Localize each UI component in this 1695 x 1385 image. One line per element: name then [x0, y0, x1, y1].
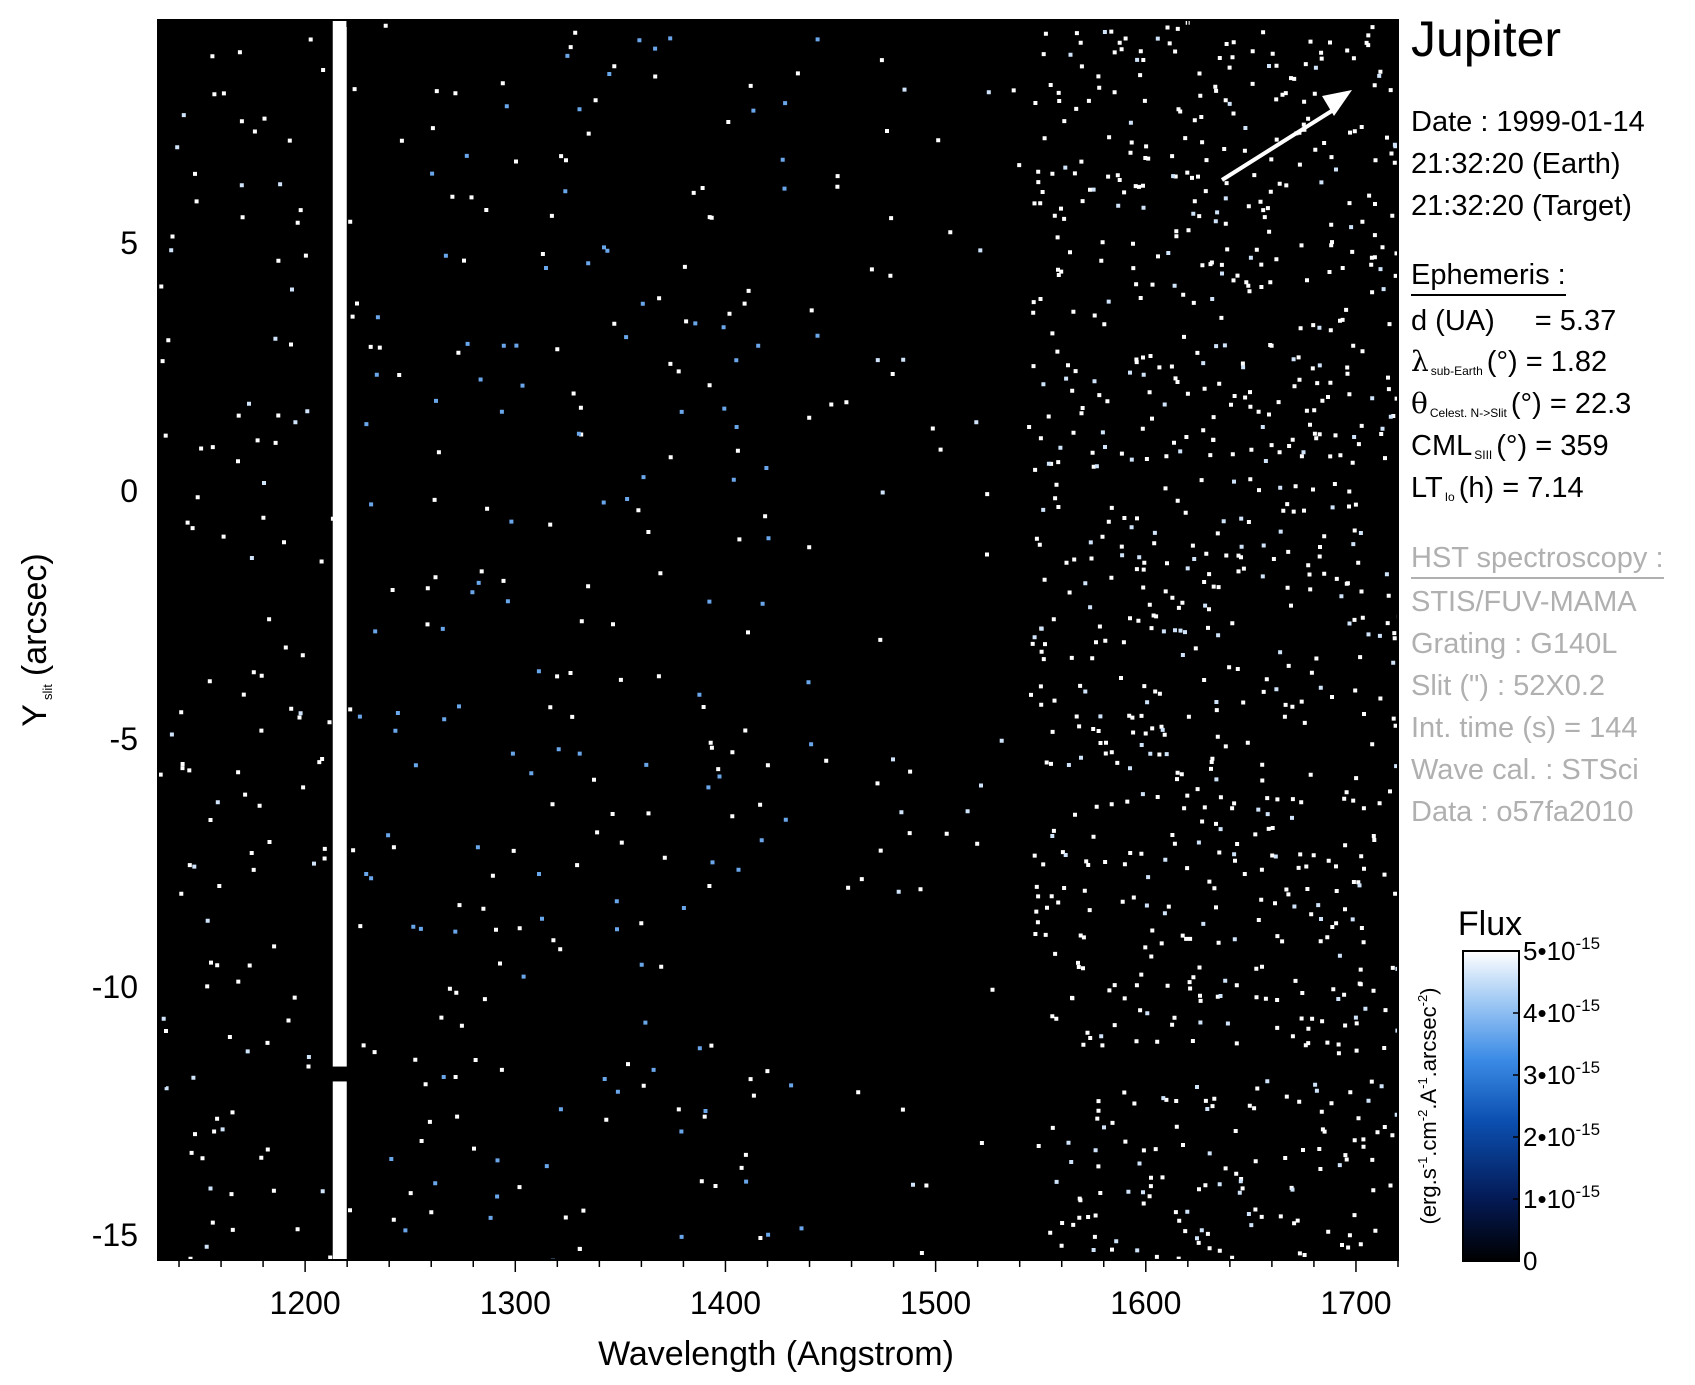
y-tick-label: 0 [120, 473, 138, 509]
time-target: 21:32:20 (Target) [1411, 190, 1632, 222]
cml-sub: SIII [1474, 448, 1493, 462]
lambda-sub: sub-Earth [1430, 364, 1483, 378]
lt-sub: Io [1444, 490, 1455, 504]
y-axis-label-unit: (arcsec) [16, 553, 54, 676]
colorbar-label: (erg.s-1.cm-2.A-1.arcsec-2) [1415, 988, 1441, 1225]
lyman-alpha-line-upper [332, 20, 347, 1067]
cml-main: CML [1411, 430, 1473, 462]
y-axis: 5 0 -5 -10 -15 [92, 44, 172, 1253]
theta-symbol: θ [1411, 387, 1428, 420]
ephem-lambda: λ sub-Earth (°) = 1.82 [1411, 345, 1608, 378]
data-id: Data : o57fa2010 [1411, 796, 1634, 828]
hst-title: HST spectroscopy : [1411, 542, 1664, 579]
colorbar-tick-label: 4•10-15 [1523, 996, 1600, 1028]
x-tick-label: 1600 [1110, 1285, 1181, 1321]
colorbar-tick-label: 2•10-15 [1523, 1120, 1600, 1152]
slit: Slit (") : 52X0.2 [1411, 670, 1606, 702]
lambda-symbol: λ [1411, 345, 1429, 378]
y-tick-label: -15 [92, 1217, 138, 1253]
lt-rest: (h) = 7.14 [1458, 472, 1584, 504]
x-tick-label: 1700 [1320, 1285, 1391, 1321]
instrument: STIS/FUV-MAMA [1411, 586, 1637, 618]
colorbar-tick-label: 0 [1523, 1246, 1537, 1276]
svg-text:(erg.s-1.cm-2.A-1.arcsec-2): (erg.s-1.cm-2.A-1.arcsec-2) [1415, 988, 1441, 1225]
x-tick-label: 1400 [690, 1285, 761, 1321]
colorbar-ticks: 5•10-15 4•10-15 3•10-15 2•10-15 1•10-15 0 [1513, 934, 1600, 1276]
x-axis: 1200 1300 1400 1500 1600 1700 [178, 20, 1399, 1321]
y-tick-label: -5 [110, 721, 138, 757]
svg-text:Yslit(arcsec): Yslit (arcsec) [16, 553, 55, 726]
colorbar-tick-label: 1•10-15 [1523, 1182, 1600, 1214]
plot-background [158, 20, 1398, 1260]
x-axis-label: Wavelength (Angstrom) [598, 1335, 954, 1373]
x-tick-label: 1300 [480, 1285, 551, 1321]
ephemeris-title: Ephemeris : [1411, 259, 1566, 296]
ephem-theta: θ Celest. N->Slit (°) = 22.3 [1411, 387, 1632, 420]
hst-title-text: HST spectroscopy : [1411, 542, 1664, 579]
lambda-rest: (°) = 1.82 [1486, 346, 1608, 378]
y-tick-label: -10 [92, 969, 138, 1005]
colorbar-tick-label: 3•10-15 [1523, 1058, 1600, 1090]
y-axis-label-sub: slit [40, 684, 55, 700]
ephem-cml: CML SIII (°) = 359 [1411, 430, 1609, 462]
target-name: Jupiter [1411, 11, 1562, 67]
time-earth: 21:32:20 (Earth) [1411, 148, 1621, 180]
x-tick-label: 1200 [270, 1285, 341, 1321]
wave-cal: Wave cal. : STSci [1411, 754, 1639, 786]
lyman-alpha-line-lower [332, 1081, 347, 1260]
cml-rest: (°) = 359 [1496, 430, 1609, 462]
ephem-distance-value: = 5.37 [1534, 305, 1617, 337]
direction-arrow-icon [1220, 90, 1352, 182]
int-time: Int. time (s) = 144 [1411, 712, 1638, 744]
spectral-features [332, 20, 347, 1260]
y-axis-label-main: Y [16, 704, 54, 727]
ephem-lt: LT Io (h) = 7.14 [1411, 472, 1584, 504]
lt-main: LT [1411, 472, 1443, 504]
x-tick-label: 1500 [900, 1285, 971, 1321]
colorbar [1462, 950, 1520, 1262]
date-line: Date : 1999-01-14 [1411, 106, 1645, 138]
colorbar-tick-label: 5•10-15 [1523, 934, 1600, 966]
y-tick-label: 5 [120, 225, 138, 261]
ephem-distance: d (UA) = 5.37 [1411, 307, 1616, 336]
grating: Grating : G140L [1411, 628, 1618, 660]
ephemeris-title-text: Ephemeris : [1411, 259, 1566, 296]
y-axis-label: Yslit (arcsec) [16, 553, 55, 726]
ephem-distance-label: d (UA) [1411, 305, 1495, 337]
theta-rest: (°) = 22.3 [1510, 388, 1632, 420]
theta-sub: Celest. N->Slit [1429, 406, 1507, 420]
colorbar-title: Flux [1458, 905, 1522, 943]
